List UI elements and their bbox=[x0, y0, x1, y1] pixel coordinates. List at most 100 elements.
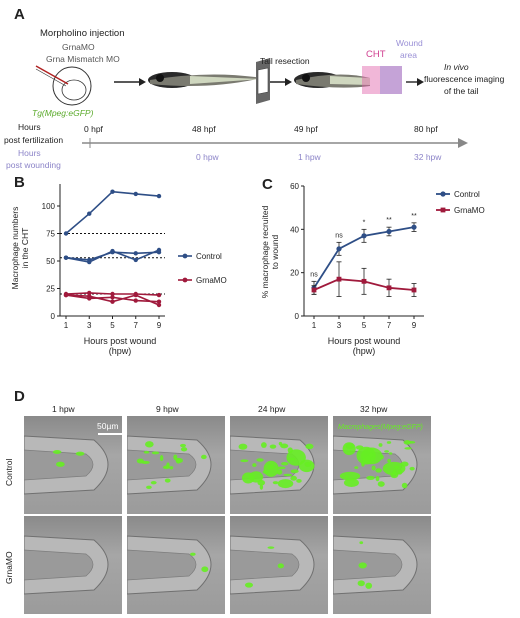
macrophage-signal bbox=[287, 447, 293, 454]
macrophage-signal bbox=[388, 452, 393, 455]
panel-d-letter: D bbox=[14, 388, 25, 405]
significance-label: ns bbox=[310, 271, 318, 278]
macrophage-signal bbox=[384, 450, 389, 453]
data-point-control bbox=[361, 233, 367, 239]
larva-illustration-2 bbox=[294, 66, 402, 94]
macrophage-signal bbox=[304, 461, 312, 467]
hpw-axis-label-line2: post wounding bbox=[6, 160, 61, 170]
channel-label: Macrophages(Mpeg:eGFP) bbox=[338, 424, 423, 431]
macrophage-signal bbox=[241, 472, 255, 484]
legend-marker bbox=[440, 191, 446, 197]
microscopy-tile bbox=[230, 416, 328, 514]
hpf-axis-label-line1: Hours bbox=[18, 122, 41, 132]
significance-label: ** bbox=[411, 213, 417, 220]
data-point-control bbox=[133, 251, 138, 256]
row-label-grnamo: GrnaMO bbox=[4, 551, 14, 584]
macrophage-signal bbox=[287, 457, 296, 461]
timepoint-label: 9 hpw bbox=[156, 404, 179, 414]
hpw-tick: 0 hpw bbox=[196, 152, 219, 162]
legend-label: GrnaMO bbox=[196, 276, 227, 285]
legend-label: Control bbox=[454, 190, 480, 199]
transgenic-line-label: Tg(Mpeg:eGFP) bbox=[32, 108, 94, 118]
hpf-tick: 49 hpf bbox=[294, 124, 318, 134]
data-point-grnamo bbox=[411, 287, 417, 293]
macrophage-signal bbox=[409, 466, 415, 471]
macrophage-signal bbox=[361, 461, 365, 467]
tail-notochord bbox=[24, 549, 94, 581]
macrophage-signal bbox=[387, 458, 391, 463]
legend-marker bbox=[182, 277, 188, 283]
macrophage-signal bbox=[252, 463, 257, 468]
legend-marker bbox=[440, 207, 446, 213]
x-axis-label: Hours post wound(hpw) bbox=[84, 336, 157, 356]
y-axis-label: % macrophage recruited to wound bbox=[260, 205, 280, 298]
hpw-axis-label-line1: Hours bbox=[18, 148, 41, 158]
macrophage-signal bbox=[355, 445, 364, 450]
imaging-line1: In vivo bbox=[444, 62, 469, 72]
macrophage-signal bbox=[75, 451, 85, 456]
macrophage-signal bbox=[305, 443, 314, 450]
macrophage-signal bbox=[377, 481, 385, 487]
macrophage-signal bbox=[175, 457, 183, 463]
x-tick-label: 7 bbox=[387, 321, 392, 330]
y-axis-label: Macrophage numbers in the CHT bbox=[10, 207, 30, 290]
macrophage-signal bbox=[390, 471, 399, 479]
x-tick-label: 5 bbox=[362, 321, 367, 330]
macrophage-signal bbox=[256, 458, 264, 462]
data-point-grnamo bbox=[311, 287, 317, 293]
data-point-control bbox=[110, 189, 115, 194]
macrophage-signal bbox=[400, 461, 409, 467]
macrophage-signal bbox=[397, 469, 403, 475]
timepoint-label: 32 hpw bbox=[360, 404, 388, 414]
x-axis-label-line: (hpw) bbox=[353, 346, 376, 356]
wound-area-line1: Wound bbox=[396, 38, 423, 48]
significance-label: * bbox=[363, 219, 366, 226]
panel-a-schematic bbox=[35, 58, 468, 148]
x-tick-label: 5 bbox=[110, 321, 115, 330]
macrophage-signal bbox=[394, 465, 400, 469]
hpw-tick: 1 hpw bbox=[298, 152, 321, 162]
microscopy-tile bbox=[230, 516, 328, 614]
macrophage-signal bbox=[290, 475, 297, 481]
macrophage-signal bbox=[173, 454, 178, 460]
tail-image bbox=[333, 535, 418, 595]
macrophage-signal bbox=[169, 466, 174, 470]
macrophage-signal bbox=[339, 471, 361, 481]
macrophage-signal bbox=[356, 446, 376, 465]
data-point-grnamo bbox=[110, 291, 115, 297]
x-tick-label: 9 bbox=[157, 321, 162, 330]
macrophage-signal bbox=[345, 443, 355, 450]
data-point-grnamo bbox=[87, 296, 92, 301]
data-point-control bbox=[87, 211, 92, 216]
macrophage-signal bbox=[344, 475, 349, 479]
y-axis-label-line: to wound bbox=[270, 234, 280, 269]
imaging-line3: of the tail bbox=[444, 86, 479, 96]
tail-notochord bbox=[333, 549, 403, 581]
microscopy-tile bbox=[24, 516, 122, 614]
y-axis-label-line: in the CHT bbox=[20, 228, 30, 269]
macrophage-signal bbox=[403, 440, 411, 445]
data-point-control bbox=[87, 259, 92, 265]
y-tick-label: 0 bbox=[295, 312, 300, 321]
tail-image bbox=[333, 435, 418, 495]
macrophage-signal bbox=[238, 443, 248, 450]
legend-label: Control bbox=[196, 252, 222, 261]
macrophage-signal bbox=[365, 582, 373, 589]
microscopy-tile bbox=[127, 516, 225, 614]
macrophage-signal bbox=[244, 582, 254, 588]
macrophage-signal bbox=[359, 541, 364, 545]
y-axis-label-line: % macrophage recruited bbox=[260, 205, 270, 298]
data-point-grnamo bbox=[156, 299, 162, 304]
macrophage-signal bbox=[150, 480, 157, 485]
row-label-control: Control bbox=[4, 458, 14, 486]
y-tick-label: 0 bbox=[51, 312, 56, 321]
tail-resection-label: Tail resection bbox=[260, 56, 310, 66]
macrophage-signal bbox=[276, 469, 283, 475]
data-point-control bbox=[63, 255, 69, 260]
data-point-control bbox=[156, 247, 162, 253]
macrophage-signal bbox=[145, 441, 154, 448]
timepoint-label: 24 hpw bbox=[258, 404, 286, 414]
panel-c-letter: C bbox=[262, 176, 273, 193]
timepoint-label: 1 hpw bbox=[52, 404, 75, 414]
macrophage-signal bbox=[272, 481, 279, 485]
